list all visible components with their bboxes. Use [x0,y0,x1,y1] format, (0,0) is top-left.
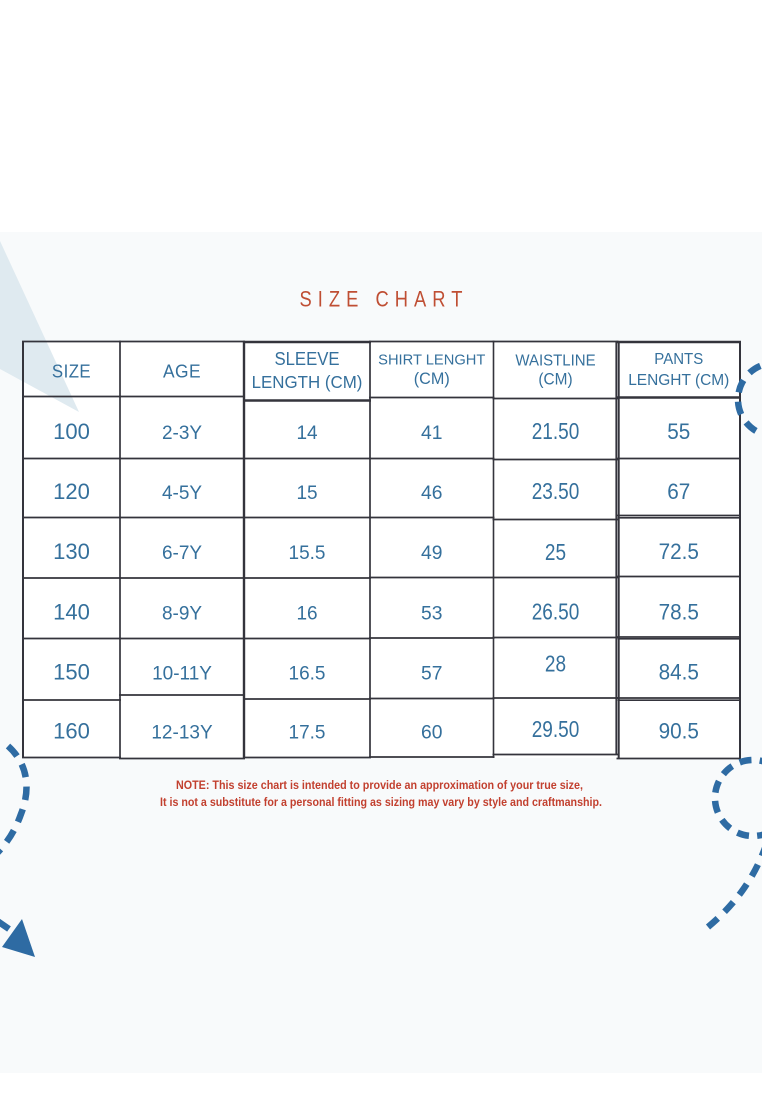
svg-text:90.5: 90.5 [659,718,699,744]
svg-text:8-9Y: 8-9Y [162,604,202,625]
svg-text:It is not a substitute for a p: It is not a substitute for a personal fi… [160,797,602,809]
svg-text:57: 57 [421,664,442,685]
svg-text:10-11Y: 10-11Y [152,664,212,685]
svg-text:14: 14 [296,423,318,444]
svg-text:25: 25 [545,540,566,565]
svg-text:120: 120 [53,479,90,504]
svg-text:23.50: 23.50 [532,479,580,504]
svg-text:15: 15 [296,483,317,504]
svg-text:NOTE: This size chart is inten: NOTE: This size chart is intended to pro… [176,780,583,792]
svg-text:AGE: AGE [163,361,201,382]
svg-text:29.50: 29.50 [532,717,580,742]
svg-text:(CM): (CM) [414,370,450,388]
svg-text:SIZE: SIZE [52,361,91,382]
svg-text:150: 150 [53,660,90,685]
svg-text:26.50: 26.50 [532,600,580,625]
svg-text:84.5: 84.5 [659,659,699,685]
svg-text:PANTS: PANTS [654,350,703,367]
svg-text:46: 46 [421,483,442,504]
svg-text:67: 67 [667,478,690,504]
svg-text:(CM): (CM) [538,371,572,388]
svg-text:21.50: 21.50 [532,419,580,444]
svg-text:WAISTLINE: WAISTLINE [515,352,595,369]
svg-text:LENGTH (CM): LENGTH (CM) [252,371,363,392]
svg-text:4-5Y: 4-5Y [162,483,202,504]
svg-text:6-7Y: 6-7Y [162,543,202,564]
svg-text:16.5: 16.5 [289,664,326,685]
svg-text:60: 60 [421,723,442,744]
svg-text:160: 160 [53,719,90,744]
svg-text:LENGHT (CM): LENGHT (CM) [628,372,729,389]
svg-text:140: 140 [53,600,90,625]
svg-text:15.5: 15.5 [289,543,326,564]
svg-text:12-13Y: 12-13Y [151,723,213,744]
svg-text:49: 49 [421,543,442,564]
svg-text:2-3Y: 2-3Y [162,423,202,444]
svg-text:17.5: 17.5 [289,723,326,744]
svg-text:53: 53 [421,604,442,625]
svg-text:130: 130 [53,539,90,564]
svg-text:78.5: 78.5 [659,599,699,625]
svg-text:100: 100 [53,419,90,444]
svg-text:28: 28 [545,652,566,677]
svg-text:55: 55 [667,418,690,444]
svg-text:SHIRT LENGHT: SHIRT LENGHT [378,353,485,369]
svg-text:72.5: 72.5 [659,538,699,564]
svg-text:SIZE CHART: SIZE CHART [300,287,469,312]
svg-text:41: 41 [421,423,442,444]
svg-text:SLEEVE: SLEEVE [274,348,339,369]
svg-text:16: 16 [296,604,317,625]
